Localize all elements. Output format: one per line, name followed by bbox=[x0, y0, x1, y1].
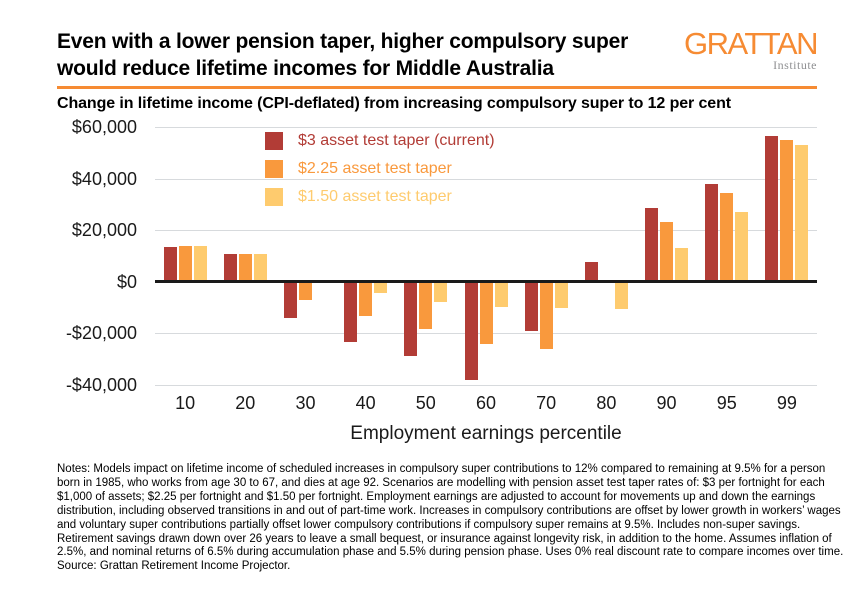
y-tick-label: $20,000 bbox=[71, 220, 137, 240]
bar-99-series0 bbox=[765, 136, 779, 282]
bar-50-series2 bbox=[434, 283, 448, 302]
legend-swatch-icon bbox=[265, 132, 283, 150]
header: Even with a lower pension taper, higher … bbox=[57, 26, 819, 82]
legend-item-0: $3 asset test taper (current) bbox=[265, 131, 497, 151]
y-tick-label: $60,000 bbox=[71, 117, 137, 137]
legend-label: $1.50 asset test taper bbox=[296, 187, 454, 207]
gridline-40000 bbox=[155, 178, 817, 180]
bar-20-series1 bbox=[238, 253, 252, 282]
source-text: Source: Grattan Retirement Income Projec… bbox=[57, 560, 291, 573]
bar-40-series1 bbox=[359, 283, 373, 316]
bar-10-series1 bbox=[178, 246, 192, 282]
x-tick-label-10: 10 bbox=[175, 393, 196, 413]
bar-99-series1 bbox=[780, 139, 794, 282]
bar-90-series2 bbox=[675, 248, 689, 282]
chart-subtitle: Change in lifetime income (CPI-deflated)… bbox=[57, 95, 732, 112]
bar-10-series2 bbox=[193, 246, 207, 282]
bar-20-series0 bbox=[223, 253, 237, 282]
x-tick-label-30: 30 bbox=[295, 393, 316, 413]
x-tick-label-70: 70 bbox=[536, 393, 557, 413]
x-tick-label-80: 80 bbox=[596, 393, 617, 413]
x-tick-label-95: 95 bbox=[716, 393, 737, 413]
bar-80-series2 bbox=[614, 283, 628, 309]
x-tick-label-90: 90 bbox=[656, 393, 677, 413]
x-tick-label-50: 50 bbox=[415, 393, 436, 413]
bar-95-series1 bbox=[720, 192, 734, 282]
y-tick-label: $0 bbox=[116, 271, 137, 292]
gridline-60000 bbox=[155, 127, 817, 128]
grattan-logo-institute: Institute bbox=[773, 58, 817, 72]
grattan-logo: GRATTAN Institute bbox=[673, 26, 819, 73]
bar-99-series2 bbox=[795, 145, 809, 282]
bar-60-series0 bbox=[464, 283, 478, 380]
legend-item-1: $2.25 asset test taper bbox=[265, 159, 497, 179]
bar-95-series0 bbox=[705, 183, 719, 282]
bar-50-series1 bbox=[419, 283, 433, 330]
legend-swatch-icon bbox=[265, 160, 283, 178]
x-tick-label-20: 20 bbox=[235, 393, 256, 413]
accent-rule bbox=[57, 86, 817, 89]
x-tick-label-99: 99 bbox=[776, 393, 797, 413]
bar-60-series2 bbox=[494, 283, 508, 308]
bar-20-series2 bbox=[253, 254, 267, 282]
bar-90-series0 bbox=[645, 208, 659, 282]
gridline-20000 bbox=[155, 230, 817, 231]
bar-70-series1 bbox=[539, 283, 553, 349]
grattan-logo-wordmark: GRATTAN bbox=[683, 26, 819, 61]
bar-60-series1 bbox=[479, 283, 493, 344]
bar-40-series0 bbox=[344, 283, 358, 343]
legend-swatch-icon bbox=[265, 188, 283, 206]
legend-item-2: $1.50 asset test taper bbox=[265, 187, 497, 207]
legend-label: $3 asset test taper (current) bbox=[296, 131, 497, 151]
x-tick-label-40: 40 bbox=[355, 393, 376, 413]
y-tick-label: -$20,000 bbox=[65, 323, 137, 343]
zero-axis-line bbox=[155, 280, 817, 283]
bar-95-series2 bbox=[735, 211, 749, 282]
bar-90-series1 bbox=[660, 222, 674, 282]
page-title: Even with a lower pension taper, higher … bbox=[57, 28, 673, 82]
notes-text: Notes: Models impact on lifetime income … bbox=[57, 463, 844, 559]
bar-70-series0 bbox=[524, 283, 538, 331]
bar-30-series0 bbox=[283, 283, 297, 318]
x-axis-title: Employment earnings percentile bbox=[350, 423, 622, 444]
bar-30-series1 bbox=[298, 283, 312, 300]
gridline--40000 bbox=[155, 384, 817, 386]
title-line2: super would reduce lifetime incomes for … bbox=[57, 30, 629, 80]
bar-80-series0 bbox=[584, 262, 598, 282]
x-tick-label-60: 60 bbox=[475, 393, 497, 413]
title-line1: Even with a lower pension taper, higher … bbox=[57, 30, 567, 53]
y-tick-label: $40,000 bbox=[71, 168, 137, 189]
plot-area bbox=[155, 127, 817, 386]
bar-50-series0 bbox=[404, 283, 418, 357]
bar-40-series2 bbox=[374, 283, 388, 294]
chart-legend: $3 asset test taper (current) $2.25 asset… bbox=[265, 131, 497, 215]
bar-70-series2 bbox=[554, 283, 568, 308]
y-tick-label: -$40,000 bbox=[65, 374, 137, 395]
bar-10-series0 bbox=[163, 246, 177, 282]
bar-chart: $60,000 $40,000 $20,000 $0 -$20,000 -$40,000 … bbox=[57, 117, 817, 451]
legend-label: $2.25 asset test taper bbox=[296, 159, 454, 179]
